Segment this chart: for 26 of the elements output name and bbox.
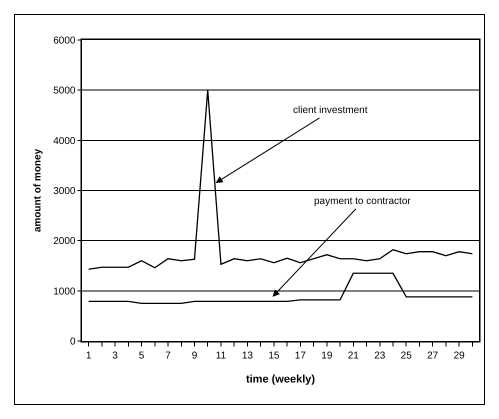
x-tick-label: 11 [216,350,227,362]
x-tick-label: 9 [192,350,198,362]
y-axis-title: amount of money [32,148,44,232]
y-tick-label: 2000 [53,236,76,248]
x-tick-label: 23 [374,350,386,362]
y-tick-label: 5000 [53,86,76,97]
x-tick-label: 29 [454,350,466,362]
y-tick-label: 3000 [53,186,76,197]
annotation: client investment [293,105,368,116]
x-tick-label: 5 [138,350,145,362]
x-tick-label: 3 [112,350,118,362]
x-tick-label: 21 [348,350,360,362]
y-tick-label: 1000 [53,286,76,298]
x-tick-label: 7 [165,350,172,362]
x-tick-label: 1 [86,350,92,362]
x-tick-label: 13 [242,350,254,362]
y-tick-label: 0 [70,336,76,348]
y-tick-label: 4000 [53,136,76,147]
x-tick-label: 15 [268,350,280,362]
x-axis-title: time (weekly) [246,373,316,386]
x-tick-label: 17 [294,350,306,362]
x-tick-label: 19 [321,350,333,362]
x-tick-label: 25 [400,350,412,362]
y-tick-label: 6000 [53,36,76,46]
x-tick-label: 27 [427,350,439,362]
annotation: payment to contractor [314,196,412,207]
